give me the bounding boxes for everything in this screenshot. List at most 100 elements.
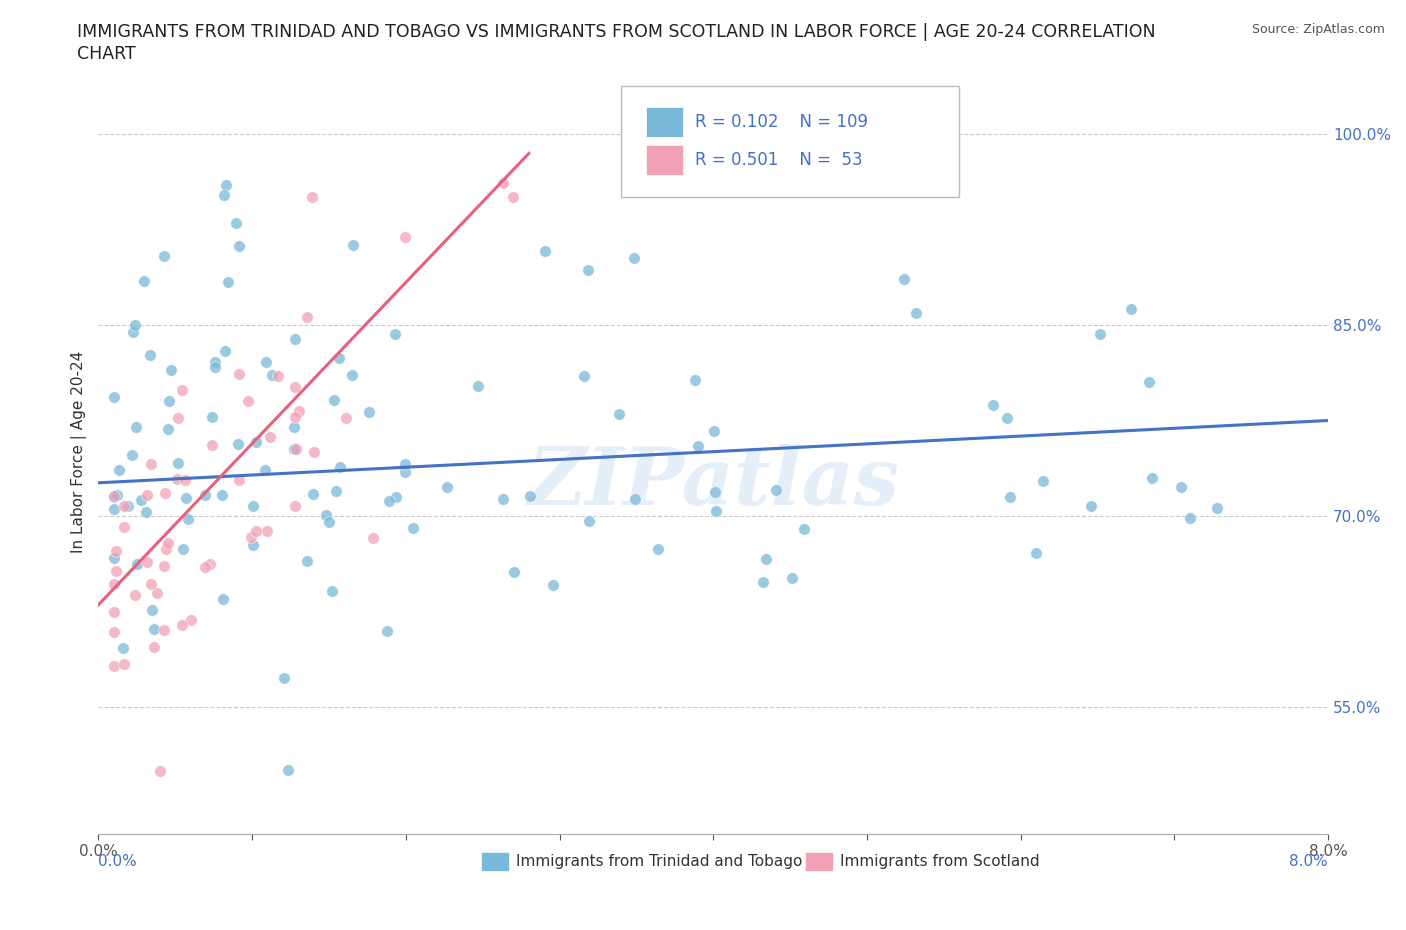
Point xyxy=(1090,326,1112,341)
Point xyxy=(905,305,928,320)
Point xyxy=(226,436,249,451)
Point xyxy=(318,515,340,530)
Text: 8.0%: 8.0% xyxy=(1289,854,1329,870)
Point xyxy=(139,457,162,472)
Point xyxy=(361,530,384,545)
Point xyxy=(1140,471,1163,485)
Point xyxy=(236,393,259,408)
Point xyxy=(283,441,305,456)
Text: 0.0%: 0.0% xyxy=(98,854,138,870)
Point xyxy=(176,512,198,526)
Point xyxy=(1031,474,1053,489)
Point xyxy=(322,392,344,407)
Point xyxy=(245,434,267,449)
Point xyxy=(117,499,139,514)
Point xyxy=(394,457,416,472)
Point xyxy=(533,244,555,259)
Point xyxy=(211,487,233,502)
Text: IMMIGRANTS FROM TRINIDAD AND TOBAGO VS IMMIGRANTS FROM SCOTLAND IN LABOR FORCE |: IMMIGRANTS FROM TRINIDAD AND TOBAGO VS I… xyxy=(77,23,1156,41)
Point xyxy=(572,368,595,383)
Point xyxy=(240,529,263,544)
Point xyxy=(1178,511,1201,525)
Point xyxy=(1170,479,1192,494)
Point xyxy=(122,325,145,339)
Text: Immigrants from Trinidad and Tobago: Immigrants from Trinidad and Tobago xyxy=(516,854,803,870)
Point xyxy=(180,613,202,628)
Point xyxy=(112,657,135,671)
Point xyxy=(377,494,399,509)
Point xyxy=(245,524,267,538)
Point xyxy=(157,393,180,408)
Point xyxy=(103,551,125,565)
Point xyxy=(647,542,669,557)
Point xyxy=(893,272,915,286)
Point xyxy=(765,483,787,498)
Point xyxy=(153,249,176,264)
Point xyxy=(142,621,165,636)
Point xyxy=(139,577,162,591)
Point xyxy=(121,447,143,462)
Point xyxy=(273,671,295,686)
Point xyxy=(503,565,526,579)
Point xyxy=(141,603,163,618)
Point xyxy=(139,348,162,363)
Text: CHART: CHART xyxy=(77,45,136,62)
Point xyxy=(780,570,803,585)
Point xyxy=(135,504,157,519)
Point xyxy=(124,317,146,332)
Point xyxy=(215,178,238,193)
Point xyxy=(194,487,217,502)
Point xyxy=(108,462,131,477)
Point xyxy=(228,238,250,253)
Point xyxy=(295,553,318,568)
Text: ZIPatlas: ZIPatlas xyxy=(527,444,900,522)
Point xyxy=(752,575,775,590)
Point xyxy=(357,405,380,419)
Point xyxy=(703,424,725,439)
Point xyxy=(302,445,325,459)
Point xyxy=(688,439,710,454)
Point xyxy=(704,503,727,518)
Point xyxy=(342,367,364,382)
Point xyxy=(146,586,169,601)
Bar xyxy=(645,145,682,176)
Point xyxy=(153,623,176,638)
Point xyxy=(1205,500,1227,515)
Point xyxy=(683,372,706,387)
Point xyxy=(166,472,188,486)
Point xyxy=(329,459,352,474)
Point xyxy=(384,490,406,505)
Point xyxy=(315,508,337,523)
Point xyxy=(287,404,309,418)
Point xyxy=(998,490,1021,505)
Point xyxy=(157,536,180,551)
Point xyxy=(228,472,250,487)
Point xyxy=(136,488,159,503)
Point xyxy=(228,366,250,381)
Point xyxy=(394,230,416,245)
Point xyxy=(793,522,815,537)
Point xyxy=(375,623,398,638)
Point xyxy=(254,354,277,369)
Point xyxy=(103,501,125,516)
Point xyxy=(260,367,283,382)
Point xyxy=(578,513,600,528)
Text: Immigrants from Scotland: Immigrants from Scotland xyxy=(839,854,1039,870)
Point xyxy=(155,485,177,500)
Point xyxy=(502,190,524,205)
Point xyxy=(166,410,188,425)
Point xyxy=(576,262,599,277)
Point xyxy=(132,273,155,288)
Bar xyxy=(645,107,682,138)
Point xyxy=(103,658,125,673)
Point xyxy=(703,485,725,500)
Point xyxy=(302,486,325,501)
Point xyxy=(981,398,1004,413)
Point xyxy=(1121,301,1143,316)
Point xyxy=(172,541,194,556)
Point xyxy=(174,472,197,487)
Point xyxy=(200,557,222,572)
Point xyxy=(325,484,347,498)
Point xyxy=(256,524,278,538)
Point xyxy=(519,488,541,503)
